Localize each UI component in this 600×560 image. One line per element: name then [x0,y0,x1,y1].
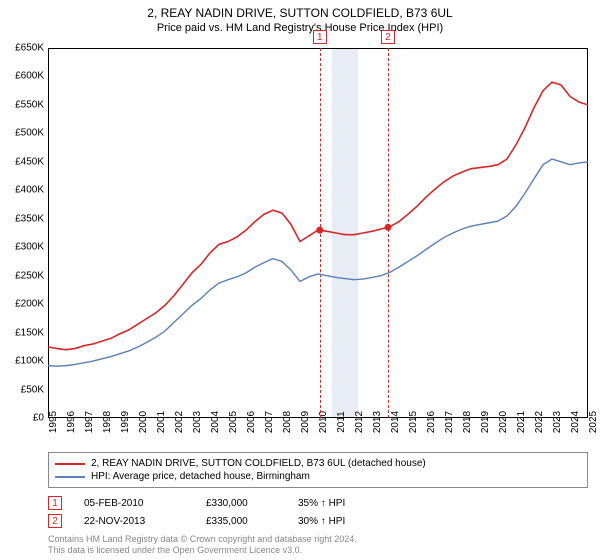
y-axis-tick: £550K [15,99,44,110]
legend-box: 2, REAY NADIN DRIVE, SUTTON COLDFIELD, B… [48,452,588,488]
y-axis-tick: £600K [15,71,44,82]
footer-text: Contains HM Land Registry data © Crown c… [48,534,357,556]
sale-dot [385,224,392,231]
legend-row: 2, REAY NADIN DRIVE, SUTTON COLDFIELD, B… [55,457,581,470]
sale-marker: 1 [48,496,62,510]
x-axis-tick: 2025 [588,411,599,433]
y-axis-tick: £650K [15,43,44,54]
sale-row: 1 05-FEB-2010 £330,000 35% ↑ HPI [48,496,588,510]
y-axis-tick: £400K [15,185,44,196]
y-axis-tick: £0 [33,413,44,424]
sale-price: £330,000 [206,498,276,509]
title-area: 2, REAY NADIN DRIVE, SUTTON COLDFIELD, B… [0,0,600,34]
sale-dot [316,227,323,234]
y-axis-tick: £50K [21,384,44,395]
series-svg [48,48,588,418]
marker-label: 1 [313,30,327,44]
title-line1: 2, REAY NADIN DRIVE, SUTTON COLDFIELD, B… [0,6,600,20]
sale-diff: 30% ↑ HPI [298,516,378,527]
legend-label: HPI: Average price, detached house, Birm… [91,471,310,482]
sale-date: 22-NOV-2013 [84,516,184,527]
sale-row: 2 22-NOV-2013 £335,000 30% ↑ HPI [48,514,588,528]
y-axis-tick: £350K [15,213,44,224]
legend-row: HPI: Average price, detached house, Birm… [55,470,581,483]
sale-diff: 35% ↑ HPI [298,498,378,509]
title-line2: Price paid vs. HM Land Registry's House … [0,22,600,34]
y-axis-tick: £200K [15,299,44,310]
marker-label: 2 [381,30,395,44]
y-axis-tick: £300K [15,242,44,253]
y-axis-tick: £250K [15,270,44,281]
sales-table: 1 05-FEB-2010 £330,000 35% ↑ HPI 2 22-NOV-201… [48,496,588,532]
legend-swatch [55,463,85,465]
series-line-hpi [48,159,588,366]
footer-line2: This data is licensed under the Open Gov… [48,545,357,556]
footer-line1: Contains HM Land Registry data © Crown c… [48,534,357,545]
y-axis-tick: £500K [15,128,44,139]
sale-date: 05-FEB-2010 [84,498,184,509]
y-axis-tick: £150K [15,327,44,338]
legend-label: 2, REAY NADIN DRIVE, SUTTON COLDFIELD, B… [91,458,426,469]
sale-price: £335,000 [206,516,276,527]
y-axis-tick: £450K [15,156,44,167]
sale-marker: 2 [48,514,62,528]
legend-swatch [55,476,85,478]
chart-container: 2, REAY NADIN DRIVE, SUTTON COLDFIELD, B… [0,0,600,560]
y-axis-tick: £100K [15,356,44,367]
chart-plot-area: £0£50K£100K£150K£200K£250K£300K£350K£400… [48,48,588,418]
